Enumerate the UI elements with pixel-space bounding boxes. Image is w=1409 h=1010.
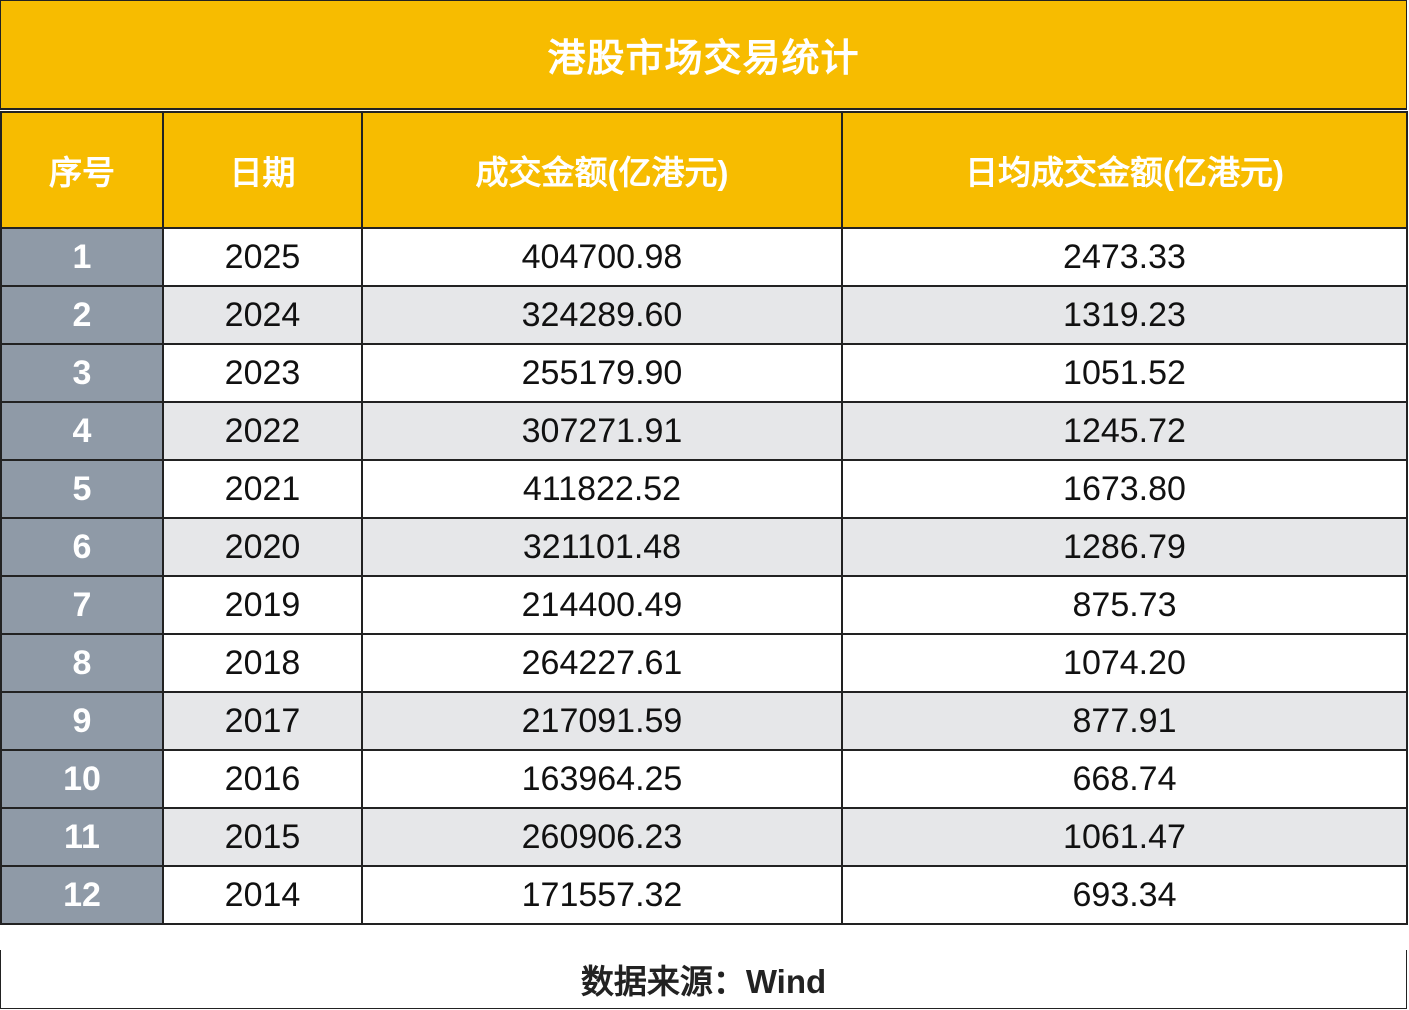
cell-daily-avg: 1245.72 — [841, 401, 1408, 461]
header-turnover: 成交金额(亿港元) — [361, 111, 843, 229]
cell-daily-avg: 1061.47 — [841, 807, 1408, 867]
cell-index: 11 — [0, 807, 164, 867]
cell-turnover: 214400.49 — [361, 575, 843, 635]
cell-turnover: 171557.32 — [361, 865, 843, 925]
data-source: 数据来源：Wind — [0, 950, 1407, 1009]
header-daily-avg: 日均成交金额(亿港元) — [841, 111, 1408, 229]
cell-date: 2022 — [162, 401, 363, 461]
cell-date: 2017 — [162, 691, 363, 751]
table-row: 5 2021 411822.52 1673.80 — [0, 459, 1408, 519]
cell-daily-avg: 875.73 — [841, 575, 1408, 635]
table-row: 3 2023 255179.90 1051.52 — [0, 343, 1408, 403]
table-row: 10 2016 163964.25 668.74 — [0, 749, 1408, 809]
header-row: 序号 日期 成交金额(亿港元) 日均成交金额(亿港元) — [0, 111, 1408, 229]
table-row: 9 2017 217091.59 877.91 — [0, 691, 1408, 751]
cell-turnover: 217091.59 — [361, 691, 843, 751]
cell-index: 6 — [0, 517, 164, 577]
cell-date: 2025 — [162, 227, 363, 287]
cell-turnover: 260906.23 — [361, 807, 843, 867]
cell-index: 10 — [0, 749, 164, 809]
cell-turnover: 255179.90 — [361, 343, 843, 403]
table-row: 1 2025 404700.98 2473.33 — [0, 227, 1408, 287]
cell-daily-avg: 1051.52 — [841, 343, 1408, 403]
cell-daily-avg: 668.74 — [841, 749, 1408, 809]
cell-index: 5 — [0, 459, 164, 519]
trading-stats-table: 序号 日期 成交金额(亿港元) 日均成交金额(亿港元) 1 2025 404700.… — [0, 111, 1408, 925]
cell-date: 2024 — [162, 285, 363, 345]
cell-date: 2023 — [162, 343, 363, 403]
cell-date: 2015 — [162, 807, 363, 867]
cell-index: 12 — [0, 865, 164, 925]
cell-index: 2 — [0, 285, 164, 345]
cell-turnover: 411822.52 — [361, 459, 843, 519]
cell-turnover: 321101.48 — [361, 517, 843, 577]
header-index: 序号 — [0, 111, 164, 229]
cell-turnover: 307271.91 — [361, 401, 843, 461]
cell-daily-avg: 2473.33 — [841, 227, 1408, 287]
cell-daily-avg: 1074.20 — [841, 633, 1408, 693]
cell-turnover: 324289.60 — [361, 285, 843, 345]
cell-daily-avg: 1286.79 — [841, 517, 1408, 577]
cell-turnover: 264227.61 — [361, 633, 843, 693]
cell-daily-avg: 1673.80 — [841, 459, 1408, 519]
cell-date: 2020 — [162, 517, 363, 577]
table-title: 港股市场交易统计 — [0, 0, 1407, 110]
header-date: 日期 — [162, 111, 363, 229]
cell-date: 2014 — [162, 865, 363, 925]
table-row: 4 2022 307271.91 1245.72 — [0, 401, 1408, 461]
cell-daily-avg: 877.91 — [841, 691, 1408, 751]
cell-index: 3 — [0, 343, 164, 403]
table-row: 2 2024 324289.60 1319.23 — [0, 285, 1408, 345]
cell-turnover: 163964.25 — [361, 749, 843, 809]
cell-index: 1 — [0, 227, 164, 287]
cell-index: 4 — [0, 401, 164, 461]
cell-date: 2016 — [162, 749, 363, 809]
cell-index: 9 — [0, 691, 164, 751]
cell-index: 8 — [0, 633, 164, 693]
table-row: 8 2018 264227.61 1074.20 — [0, 633, 1408, 693]
cell-daily-avg: 1319.23 — [841, 285, 1408, 345]
cell-daily-avg: 693.34 — [841, 865, 1408, 925]
table-row: 11 2015 260906.23 1061.47 — [0, 807, 1408, 867]
cell-date: 2018 — [162, 633, 363, 693]
cell-turnover: 404700.98 — [361, 227, 843, 287]
table-row: 6 2020 321101.48 1286.79 — [0, 517, 1408, 577]
cell-date: 2019 — [162, 575, 363, 635]
table-row: 12 2014 171557.32 693.34 — [0, 865, 1408, 925]
cell-date: 2021 — [162, 459, 363, 519]
cell-index: 7 — [0, 575, 164, 635]
table-row: 7 2019 214400.49 875.73 — [0, 575, 1408, 635]
